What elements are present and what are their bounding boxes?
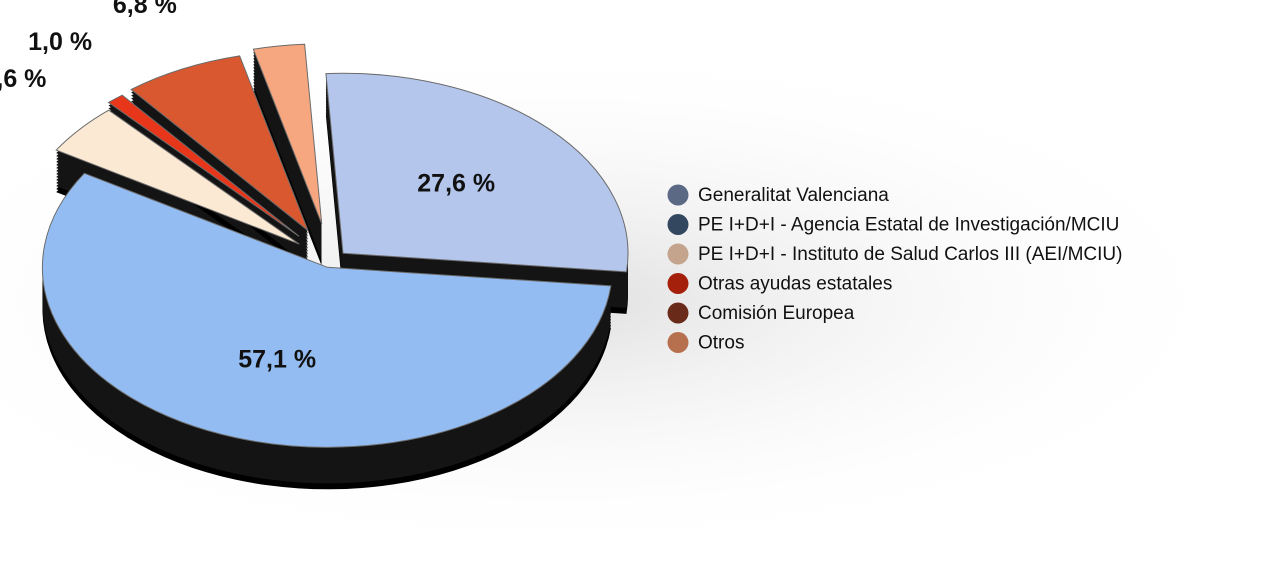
legend-swatch	[667, 243, 689, 265]
legend-swatch	[667, 302, 689, 324]
legend-label: Comisión Europea	[698, 303, 855, 324]
legend-swatch	[667, 273, 689, 294]
legend-label: PE I+D+I - Agencia Estatal de Investigac…	[698, 215, 1119, 236]
slice	[41, 172, 612, 448]
data-label: 1,0 %	[28, 28, 92, 56]
legend-label: Otras ayudas estatales	[698, 274, 892, 295]
legend-swatch	[667, 214, 689, 235]
slice	[325, 72, 629, 273]
pie: 27,6 %57,1 %4,6 %1,0 %6,8 %2,9 %	[0, 0, 629, 490]
data-label: 4,6 %	[0, 65, 46, 93]
slice	[55, 109, 300, 245]
data-label: 6,8 %	[113, 0, 177, 19]
legend-label: Generalitat Valenciana	[698, 185, 889, 206]
legend: Generalitat Valenciana PE I+D+I - Agencia…	[667, 184, 1123, 354]
slice	[130, 55, 310, 233]
slice	[252, 43, 323, 225]
data-label: 27,6 %	[417, 169, 495, 197]
legend-swatch	[667, 332, 689, 353]
legend-label: Otros	[698, 333, 744, 354]
slice	[107, 94, 300, 237]
legend-label: PE I+D+I - Instituto de Salud Carlos III…	[698, 244, 1123, 265]
legend-swatch	[667, 184, 689, 206]
data-label: 57,1 %	[238, 346, 316, 374]
